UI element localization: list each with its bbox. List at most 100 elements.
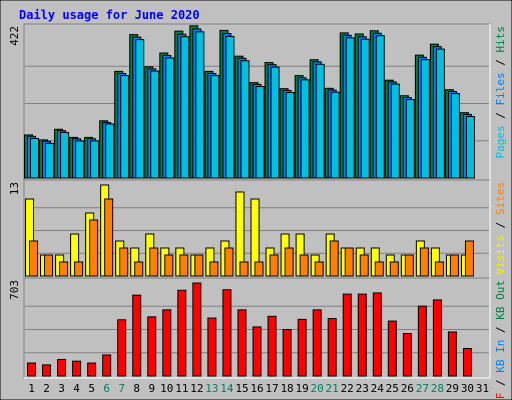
x-tick-label: 23 [356, 382, 369, 395]
bar-kb-f [192, 282, 202, 377]
bar-kb-f [282, 329, 292, 377]
x-tick-label: 4 [73, 382, 80, 395]
bar-sites [284, 247, 294, 277]
panel-top-legend: Pages / Files / Hits [494, 26, 507, 159]
bar-sites [194, 254, 204, 277]
x-tick-label: 29 [446, 382, 459, 395]
bar-pages [75, 140, 85, 179]
bar-kb-f [267, 315, 277, 377]
bar-pages [255, 86, 265, 179]
bar-sites [464, 240, 474, 277]
legend-entry: / [494, 373, 507, 393]
bar-kb-f [447, 331, 457, 377]
bar-kb-f [162, 309, 172, 377]
bar-pages [315, 63, 325, 179]
bar-kb-f [102, 354, 112, 377]
bar-sites [329, 240, 339, 277]
panel-bottom-legend: KB F / KB In / KB Out [494, 280, 507, 400]
x-tick-label: 16 [250, 382, 263, 395]
bar-kb-f [297, 318, 307, 377]
x-tick-label: 10 [160, 382, 173, 395]
x-tick-label: 27 [416, 382, 429, 395]
bar-sites [164, 254, 174, 277]
bar-kb-f [252, 326, 262, 377]
legend-entry: Files [494, 72, 507, 105]
bar-pages [405, 99, 415, 179]
x-tick-label: 22 [341, 382, 354, 395]
bar-pages [390, 83, 400, 179]
x-tick-label: 21 [326, 382, 339, 395]
panel-bottom: 703 KB F / KB In / KB Out [8, 277, 507, 400]
bar-pages [240, 60, 250, 179]
bar-kb-f [117, 319, 127, 377]
bar-sites [314, 261, 324, 277]
bar-kb-f [42, 364, 52, 377]
bar-kb-f [222, 289, 232, 377]
bar-pages [135, 39, 145, 179]
bar-kb-f [72, 360, 82, 377]
legend-entry: KB F [494, 393, 507, 400]
panel-bottom-bevel-light [24, 278, 491, 379]
bar-kb-f [342, 293, 352, 377]
bar-pages [435, 48, 445, 179]
bar-pages [360, 38, 370, 179]
legend-entry: / [494, 106, 507, 126]
bar-sites [59, 261, 69, 277]
bar-pages [150, 70, 160, 179]
bar-pages [375, 35, 385, 179]
bar-pages [330, 91, 340, 179]
bar-kb-f [177, 289, 187, 377]
bar-pages [90, 140, 100, 179]
bar-sites [269, 254, 279, 277]
bar-sites [239, 261, 249, 277]
panel-middle-bevel-dark [23, 179, 490, 278]
bar-pages [225, 35, 235, 179]
bar-sites [389, 261, 399, 277]
x-tick-label: 13 [205, 382, 218, 395]
x-tick-label: 30 [461, 382, 474, 395]
chart-title: Daily usage for June 2020 [19, 8, 200, 22]
bar-sites [299, 254, 309, 277]
x-tick-label: 14 [220, 382, 234, 395]
bar-pages [180, 36, 190, 179]
bar-sites [29, 240, 39, 277]
bar-sites [404, 254, 414, 277]
bar-sites [119, 247, 129, 277]
x-tick-label: 20 [311, 382, 324, 395]
x-tick-label: 31 [476, 382, 489, 395]
bar-sites [149, 247, 159, 277]
x-tick-label: 28 [431, 382, 444, 395]
bar-kb-f [207, 317, 217, 377]
bar-kb-f [432, 299, 442, 377]
bar-pages [465, 116, 475, 179]
bar-sites [374, 261, 384, 277]
bar-pages [450, 93, 460, 179]
bar-kb-f [87, 362, 97, 377]
bar-kb-f [237, 309, 247, 377]
bar-pages [60, 131, 70, 179]
x-tick-label: 7 [118, 382, 125, 395]
bar-pages [420, 59, 430, 179]
legend-entry: Visits [494, 235, 507, 275]
bar-kb-f [27, 362, 37, 377]
bar-pages [285, 92, 295, 179]
panel-middle: 13 Visits / Sites [8, 179, 507, 279]
bar-pages [195, 31, 205, 179]
bar-pages [30, 137, 40, 179]
bar-pages [345, 37, 355, 179]
bar-sites [104, 198, 114, 277]
panel-bottom-max-label: 703 [8, 280, 21, 300]
panel-top: 422 Pages / Files / Hits [8, 23, 507, 181]
legend-entry: / [494, 53, 507, 73]
x-tick-label: 18 [280, 382, 293, 395]
x-tick-label: 25 [386, 382, 399, 395]
bar-kb-f [402, 333, 412, 377]
bar-sites [434, 261, 444, 277]
bar-pages [270, 66, 280, 179]
panel-bottom-bevel-dark [23, 277, 490, 378]
bar-sites [359, 254, 369, 277]
bar-sites [74, 261, 84, 277]
x-tick-label: 2 [43, 382, 50, 395]
